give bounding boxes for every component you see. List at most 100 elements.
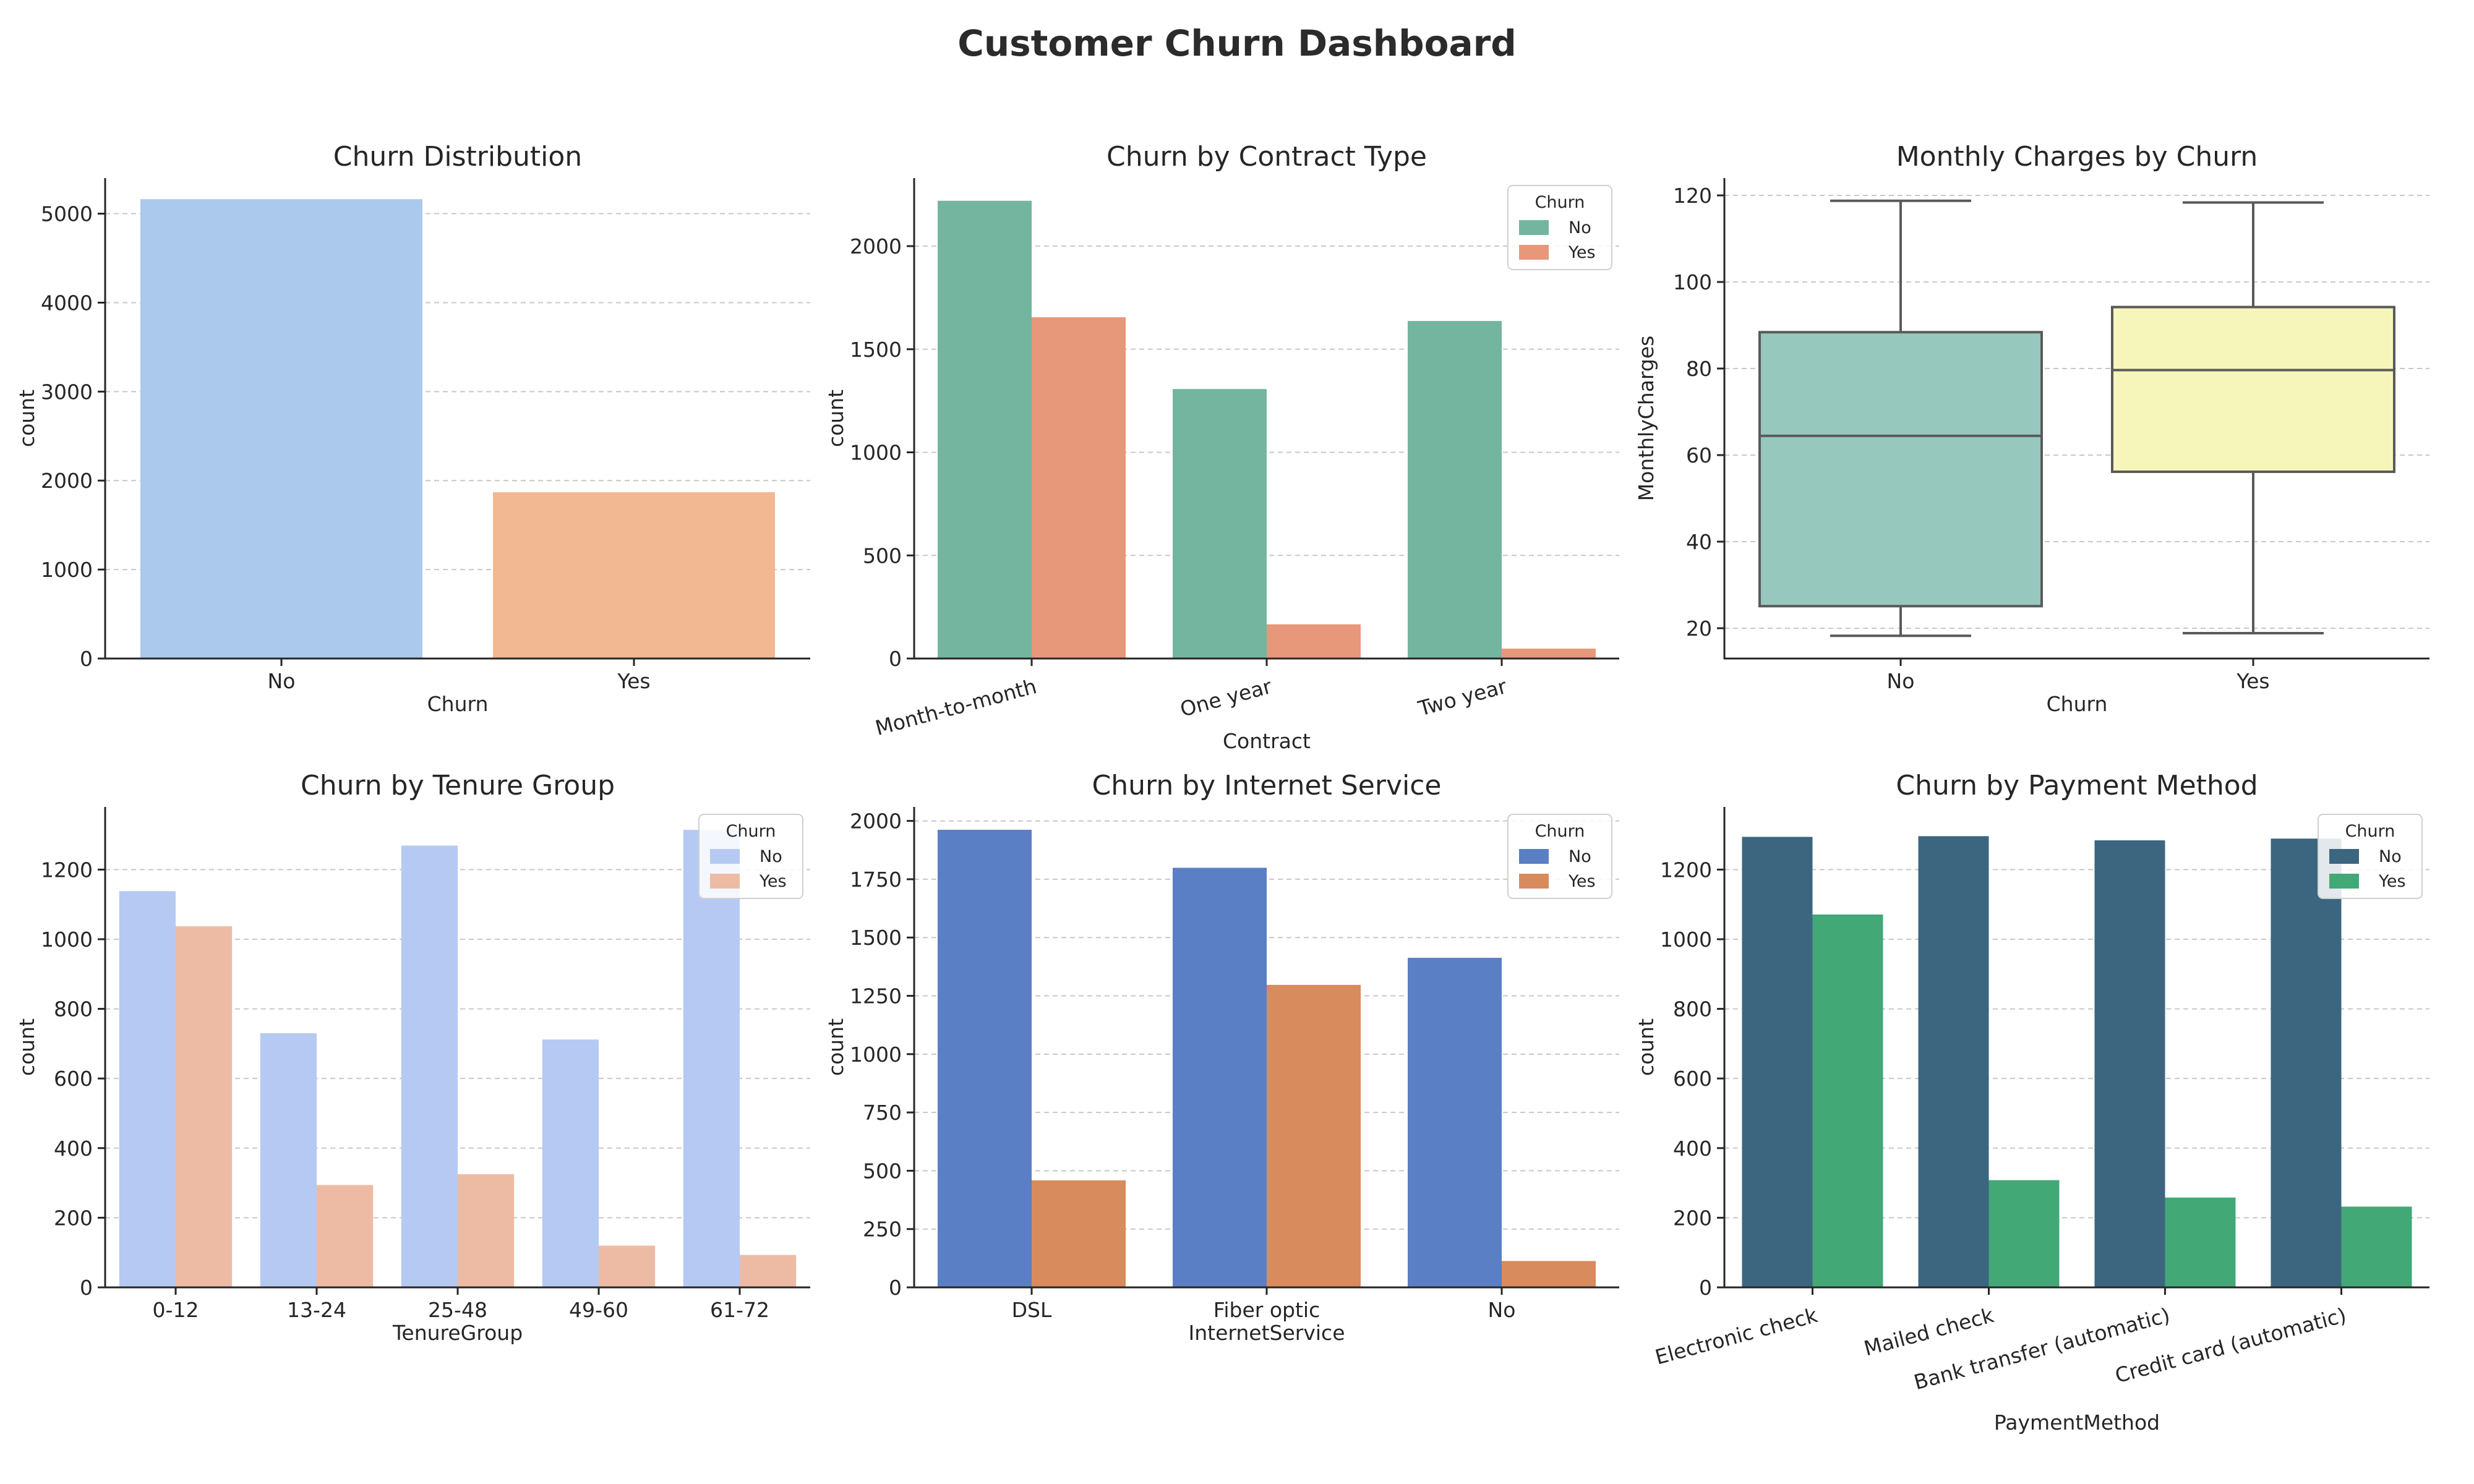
x-tick-label: 61-72 xyxy=(710,1298,769,1322)
bar-credit-card-automatic-no xyxy=(2271,838,2342,1287)
y-tick-label: 400 xyxy=(54,1136,93,1161)
x-tick-label: 13-24 xyxy=(287,1298,346,1322)
box-iqr xyxy=(1758,331,2043,608)
chart-title: Churn by Payment Method xyxy=(1896,770,2258,801)
chart-churn-by-contract-type: 0 500 1000 1500 2000 Month-to-month One year Tw… xyxy=(824,141,1619,753)
legend-swatch-yes xyxy=(1519,245,1549,260)
y-tick-label: 5000 xyxy=(41,202,93,226)
chart-churn-by-tenure-group: 0 200 400 600 800 1000 1200 0-12 13-24 25-48 49-60… xyxy=(15,770,810,1345)
y-tick-label: 200 xyxy=(1673,1206,1712,1230)
y-tick-label: 120 xyxy=(1673,184,1712,208)
x-tick-label: Yes xyxy=(2236,669,2269,693)
y-tick-label: 20 xyxy=(1686,616,1712,641)
bar-mailed-check-yes xyxy=(1988,1180,2060,1287)
y-tick-label: 2000 xyxy=(850,234,902,258)
y-tick-label: 1000 xyxy=(1660,927,1712,952)
bar-no-no xyxy=(1408,958,1502,1287)
legend-label-yes: Yes xyxy=(2378,872,2406,891)
box-no xyxy=(1758,199,2043,638)
y-tick-label: 0 xyxy=(80,647,93,671)
chart-title: Churn by Tenure Group xyxy=(301,770,615,801)
chart-title: Churn Distribution xyxy=(333,141,582,173)
bar-61-72-no xyxy=(683,830,740,1287)
legend-swatch-no xyxy=(1519,220,1549,235)
bar-two-year-no xyxy=(1408,321,1502,659)
bar-13-24-yes xyxy=(317,1185,374,1287)
y-tick-label: 750 xyxy=(863,1101,902,1125)
bar-dsl-no xyxy=(938,829,1032,1287)
y-tick-label: 60 xyxy=(1686,443,1712,467)
x-axis-label: Churn xyxy=(2047,692,2108,716)
legend-label-no: No xyxy=(1569,847,1591,866)
dashboard-title: Customer Churn Dashboard xyxy=(957,22,1517,64)
legend-swatch-yes xyxy=(2329,874,2359,889)
y-tick-label: 500 xyxy=(863,1159,902,1183)
legend-title: Churn xyxy=(1535,822,1585,841)
y-tick-label: 1000 xyxy=(41,558,93,582)
y-tick-label: 250 xyxy=(863,1217,902,1242)
x-tick-label: Month-to-month xyxy=(873,674,1039,740)
x-tick-label: Two year xyxy=(1415,674,1509,721)
y-tick-label: 800 xyxy=(1673,997,1712,1021)
bar-credit-card-automatic-yes xyxy=(2341,1206,2412,1287)
y-axis-label: count xyxy=(15,1018,39,1076)
y-tick-label: 0 xyxy=(889,647,902,671)
legend: Churn No Yes xyxy=(1507,814,1612,899)
box-iqr xyxy=(2111,305,2395,473)
legend-title: Churn xyxy=(2345,822,2395,841)
bar-one-year-no xyxy=(1173,389,1267,659)
bar-electronic-check-yes xyxy=(1812,914,1883,1287)
chart-title: Churn by Contract Type xyxy=(1106,141,1427,173)
y-tick-label: 100 xyxy=(1673,270,1712,294)
legend-swatch-no xyxy=(1519,849,1549,864)
legend-swatch-yes xyxy=(710,874,740,889)
bar-fiber-optic-yes xyxy=(1267,984,1361,1287)
y-tick-label: 1000 xyxy=(850,441,902,465)
x-tick-label: 25-48 xyxy=(428,1298,487,1322)
chart-churn-distribution: 0 1000 2000 3000 4000 5000 No Yes Churn Distribu… xyxy=(15,141,810,716)
bar-electronic-check-no xyxy=(1742,837,1813,1287)
y-axis-label: count xyxy=(15,390,39,447)
x-axis-label: Churn xyxy=(427,692,489,716)
bar-49-60-no xyxy=(542,1039,599,1287)
x-tick-label: Mailed check xyxy=(1861,1303,1997,1361)
legend-label-yes: Yes xyxy=(759,872,787,891)
legend-label-no: No xyxy=(2379,847,2402,866)
y-tick-label: 1200 xyxy=(41,858,93,882)
x-tick-label: Yes xyxy=(617,669,650,693)
chart-title: Churn by Internet Service xyxy=(1092,770,1442,801)
y-axis-label: count xyxy=(824,1018,848,1076)
y-tick-label: 500 xyxy=(863,544,902,568)
y-tick-label: 0 xyxy=(80,1276,93,1300)
bar-fiber-optic-no xyxy=(1173,868,1267,1287)
x-axis-label: PaymentMethod xyxy=(1994,1410,2160,1435)
x-tick-label: Electronic check xyxy=(1653,1303,1821,1370)
y-tick-label: 1000 xyxy=(41,927,93,952)
y-tick-label: 4000 xyxy=(41,291,93,315)
chart-churn-by-internet-service: 0 250 500 750 1000 1250 1500 1750 2000 DSL Fiber o… xyxy=(824,770,1619,1345)
y-tick-label: 40 xyxy=(1686,530,1712,554)
legend-label-no: No xyxy=(760,847,782,866)
bar-one-year-yes xyxy=(1267,624,1361,659)
legend: Churn No Yes xyxy=(2318,814,2423,899)
bar-0-12-yes xyxy=(176,926,233,1287)
y-tick-label: 1750 xyxy=(850,868,902,892)
legend: Churn No Yes xyxy=(1507,185,1612,270)
y-tick-label: 400 xyxy=(1673,1136,1712,1161)
y-tick-label: 1500 xyxy=(850,338,902,362)
legend-swatch-yes xyxy=(1519,874,1549,889)
chart-title: Monthly Charges by Churn xyxy=(1896,141,2258,173)
bar-49-60-yes xyxy=(599,1245,656,1287)
x-tick-label: No xyxy=(268,669,296,693)
legend-title: Churn xyxy=(1535,193,1585,212)
chart-churn-by-payment-method: 0 200 400 600 800 1000 1200 Electronic check Mai… xyxy=(1634,770,2429,1435)
bar-no-yes xyxy=(1502,1261,1596,1287)
y-axis-label: count xyxy=(1634,1018,1658,1076)
y-tick-label: 600 xyxy=(1673,1067,1712,1091)
legend-title: Churn xyxy=(726,822,776,841)
x-axis-label: Contract xyxy=(1223,729,1311,753)
x-tick-label: 0-12 xyxy=(153,1298,199,1322)
bar-dsl-yes xyxy=(1032,1180,1126,1287)
bar-month-to-month-yes xyxy=(1032,317,1126,659)
